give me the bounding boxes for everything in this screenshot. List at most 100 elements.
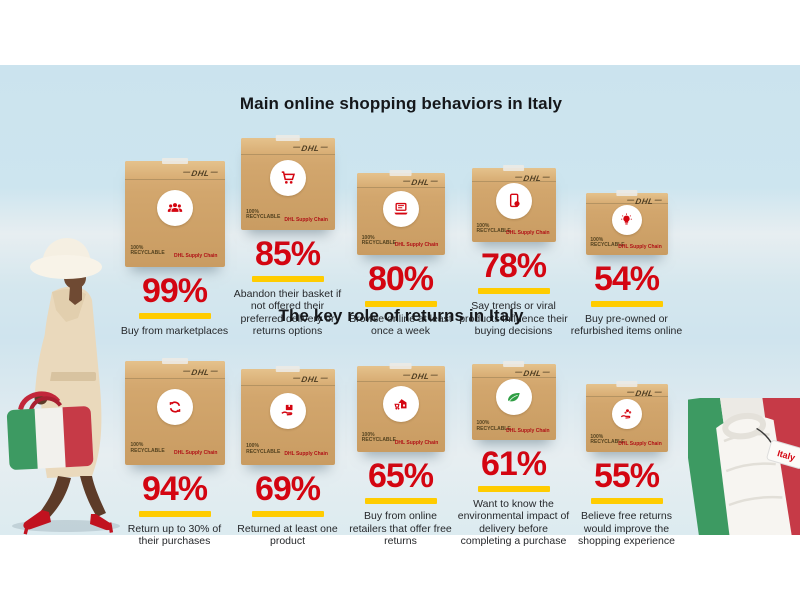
box-tape [275, 135, 300, 141]
italy-tag-text: Italy [776, 448, 796, 463]
cart-icon [269, 160, 306, 197]
box-tape [615, 189, 638, 196]
stat-value: 65% [367, 457, 434, 496]
recyclable-label: 100% RECYCLABLE [476, 222, 511, 235]
yellow-underline [477, 288, 550, 295]
supply-chain-label: DHL Supply Chain [394, 242, 439, 249]
recyclable-label: 100% RECYCLABLE [590, 236, 625, 249]
stat-card: DHL 100% RECYCLABLE DHL Supply Chain 94%… [118, 355, 231, 548]
cardboard-box: DHL 100% RECYCLABLE DHL Supply Chain [356, 363, 445, 453]
recyclable-label: 100% RECYCLABLE [130, 442, 165, 454]
stat-value: 69% [254, 469, 321, 508]
dhl-logo: DHL [181, 368, 220, 377]
supply-chain-label: DHL Supply Chain [173, 252, 218, 259]
box-tape [615, 381, 638, 388]
leaf-icon [495, 379, 532, 416]
cardboard-box: DHL 100% RECYCLABLE DHL Supply Chain [240, 365, 335, 465]
recyclable-label: 100% RECYCLABLE [361, 234, 396, 247]
cardboard-box: DHL 100% RECYCLABLE DHL Supply Chain [240, 135, 335, 230]
stat-card: DHL 100% RECYCLABLE DHL Supply Chain 61%… [457, 330, 570, 548]
yellow-underline [138, 313, 211, 320]
stat-caption: Browse online at least once a week [349, 312, 452, 338]
stat-card: DHL 100% RECYCLABLE DHL Supply Chain 85%… [231, 118, 344, 338]
dhl-logo: DHL [625, 389, 664, 398]
stat-caption: Abandon their basket if not offered thei… [233, 288, 342, 338]
yellow-underline [364, 498, 437, 505]
cardboard-box: DHL 100% RECYCLABLE DHL Supply Chain [471, 165, 556, 243]
cardboard-box: DHL 100% RECYCLABLE DHL Supply Chain [471, 361, 556, 440]
stat-caption: Buy pre-owned or refurbished items onlin… [570, 312, 683, 338]
stat-value: 94% [141, 469, 208, 508]
cardboard-box: DHL 100% RECYCLABLE DHL Supply Chain [585, 189, 668, 255]
yellow-underline [251, 276, 324, 282]
stat-value: 54% [593, 259, 660, 298]
laptop-icon [382, 190, 419, 227]
cardboard-box: DHL 100% RECYCLABLE DHL Supply Chain [356, 169, 445, 255]
dhl-logo: DHL [291, 375, 330, 384]
return-arrows-icon [156, 388, 193, 425]
recyclable-label: 100% RECYCLABLE [590, 433, 625, 446]
stat-card: DHL 100% RECYCLABLE DHL Supply Chain 65%… [344, 342, 457, 547]
box-tape [502, 165, 525, 172]
section-shopping-behaviors: Main online shopping behaviors in Italy … [118, 94, 684, 338]
stat-value: 85% [254, 235, 321, 273]
box-tape [502, 361, 525, 367]
supply-chain-label: DHL Supply Chain [618, 440, 662, 447]
dhl-logo: DHL [291, 144, 330, 153]
hand-coins-icon [611, 399, 642, 430]
supply-chain-label: DHL Supply Chain [506, 230, 550, 237]
yellow-underline [477, 486, 550, 492]
stat-caption: Want to know the environmental impact of… [457, 498, 570, 548]
box-tape [389, 363, 412, 370]
recyclable-label: 100% RECYCLABLE [476, 420, 511, 432]
stat-value: 61% [480, 445, 547, 483]
box-tape [389, 169, 412, 176]
stat-card: DHL 100% RECYCLABLE DHL Supply Chain 54%… [570, 143, 683, 338]
dhl-logo: DHL [513, 369, 552, 378]
recyclable-label: 100% RECYCLABLE [246, 443, 281, 455]
stat-card: DHL 100% RECYCLABLE DHL Supply Chain 78%… [457, 130, 570, 337]
yellow-underline [251, 510, 324, 517]
recyclable-label: 100% RECYCLABLE [246, 208, 281, 221]
lightbulb-icon [611, 205, 642, 236]
box-tape [161, 158, 188, 165]
yellow-underline [590, 300, 663, 307]
dhl-logo: DHL [181, 169, 220, 178]
stat-caption: Buy from marketplaces [120, 325, 229, 338]
supply-chain-label: DHL Supply Chain [506, 427, 550, 434]
section-title: Main online shopping behaviors in Italy [239, 94, 563, 113]
stat-caption: Say trends or viral products influence t… [459, 300, 568, 338]
cardboard-box: DHL 100% RECYCLABLE DHL Supply Chain [585, 381, 668, 453]
dhl-logo: DHL [401, 178, 440, 187]
group-icon [156, 189, 193, 226]
yellow-underline [590, 498, 663, 505]
stat-caption: Returned at least one product [237, 522, 338, 548]
shopper-woman-illustration [6, 238, 120, 535]
supply-chain-label: DHL Supply Chain [284, 216, 328, 223]
supply-chain-label: DHL Supply Chain [394, 439, 439, 446]
dhl-logo: DHL [401, 372, 440, 381]
stat-caption: Believe free returns would improve the s… [578, 510, 675, 548]
stat-caption: Return up to 30% of their purchases [127, 522, 222, 548]
stat-card: DHL 100% RECYCLABLE DHL Supply Chain 69%… [231, 355, 344, 548]
recyclable-label: 100% RECYCLABLE [361, 431, 396, 444]
italy-tshirt-illustration: Italy [688, 398, 800, 535]
box-tape [161, 357, 188, 364]
yellow-underline [138, 510, 211, 517]
store-return-icon [382, 386, 419, 423]
stat-value: 78% [480, 247, 547, 286]
supply-chain-label: DHL Supply Chain [284, 451, 328, 458]
cardboard-box: DHL 100% RECYCLABLE DHL Supply Chain [124, 158, 225, 268]
section-returns: The key role of returns in Italy DHL 100… [118, 306, 684, 548]
phone-tap-icon [495, 182, 532, 219]
box-tape [275, 365, 300, 372]
hand-box-icon [269, 392, 306, 429]
dhl-logo: DHL [513, 174, 552, 183]
stat-card: DHL 100% RECYCLABLE DHL Supply Chain 99%… [118, 155, 231, 337]
recyclable-label: 100% RECYCLABLE [130, 244, 165, 257]
yellow-underline [364, 300, 437, 307]
stat-value: 99% [141, 272, 208, 311]
supply-chain-label: DHL Supply Chain [173, 450, 218, 457]
stat-caption: Buy from online retailers that offer fre… [349, 510, 452, 548]
